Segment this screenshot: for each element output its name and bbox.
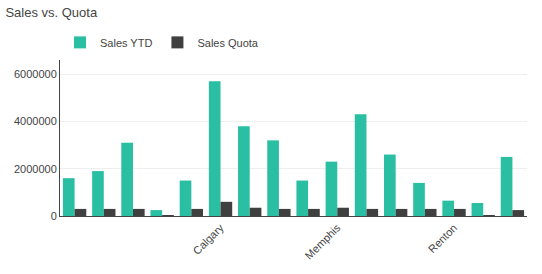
svg-text:4000000: 4000000 — [14, 115, 57, 127]
svg-text:Sales vs. Quota: Sales vs. Quota — [5, 5, 98, 20]
svg-text:2000000: 2000000 — [14, 163, 57, 175]
svg-text:Sales Quota: Sales Quota — [197, 37, 258, 49]
svg-text:Sales YTD: Sales YTD — [100, 37, 152, 49]
svg-text:Renton: Renton — [426, 222, 460, 256]
svg-text:0: 0 — [51, 210, 57, 222]
svg-text:Calgary: Calgary — [191, 221, 227, 257]
svg-text:Memphis: Memphis — [303, 221, 343, 261]
svg-text:6000000: 6000000 — [14, 68, 57, 80]
